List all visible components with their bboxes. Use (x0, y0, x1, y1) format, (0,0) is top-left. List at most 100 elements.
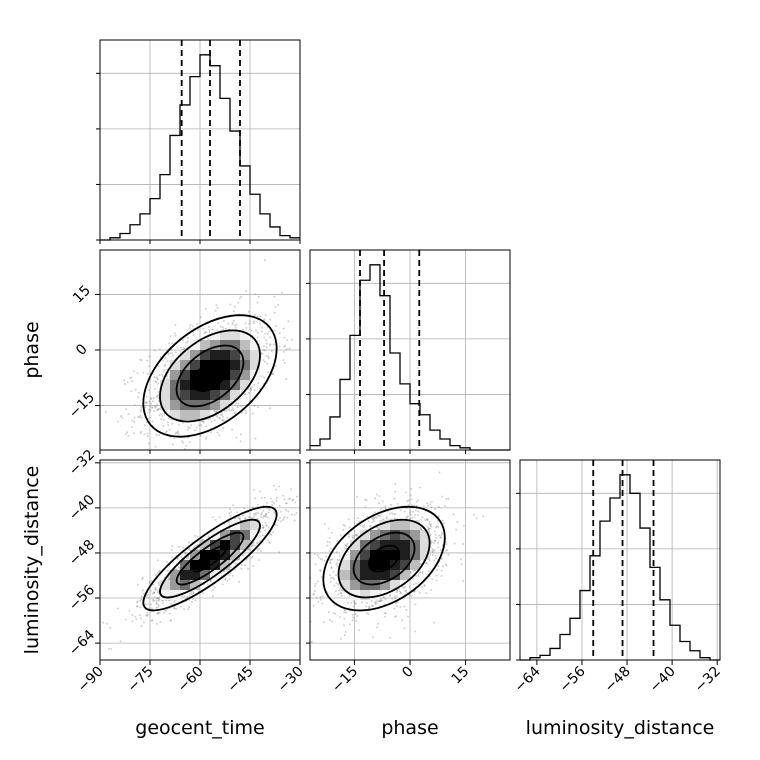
scatter-point (433, 621, 436, 624)
scatter-point (130, 376, 133, 379)
scatter-point (445, 549, 447, 552)
scatter-point (158, 407, 160, 410)
scatter-point (432, 541, 435, 544)
scatter-point (247, 567, 250, 570)
scatter-point (340, 594, 343, 597)
scatter-point (231, 321, 234, 324)
scatter-point (156, 378, 159, 381)
scatter-point (170, 548, 173, 551)
density-cell (210, 360, 220, 370)
scatter-point (414, 603, 417, 606)
y-axis-label-phase: phase (21, 321, 43, 378)
scatter-point (155, 434, 158, 436)
scatter-point (139, 414, 142, 417)
scatter-point (257, 295, 260, 298)
scatter-point (253, 313, 256, 316)
scatter-point (158, 612, 161, 614)
scatter-point (437, 515, 440, 518)
scatter-point (250, 556, 253, 559)
scatter-point (188, 606, 191, 609)
scatter-point (275, 488, 277, 491)
scatter-point (240, 567, 243, 570)
scatter-point (233, 319, 235, 322)
scatter-point (367, 613, 370, 616)
scatter-point (136, 605, 139, 608)
scatter-point (168, 576, 171, 579)
scatter-point (192, 334, 195, 337)
scatter-point (260, 330, 263, 333)
scatter-point (158, 348, 161, 351)
scatter-point (271, 504, 274, 506)
scatter-point (315, 596, 318, 599)
scatter-point (155, 380, 158, 383)
scatter-point (176, 431, 179, 434)
contour-geocent-time-phase-3 (142, 314, 278, 438)
density-cell (230, 530, 240, 540)
scatter-point (407, 504, 410, 507)
scatter-point (184, 551, 186, 554)
scatter-point (433, 559, 436, 562)
scatter-point (125, 432, 128, 435)
scatter-point (330, 566, 333, 569)
scatter-point (155, 606, 158, 609)
scatter-point (221, 419, 224, 422)
scatter-point (382, 596, 385, 599)
scatter-point (140, 416, 143, 419)
scatter-point (440, 575, 443, 577)
scatter-point (254, 293, 257, 295)
scatter-point (141, 576, 144, 579)
scatter-point (268, 507, 271, 510)
scatter-point (267, 526, 270, 529)
scatter-point (445, 543, 448, 546)
scatter-point (205, 331, 207, 334)
scatter-point (322, 621, 325, 624)
scatter-point (439, 536, 442, 539)
scatter-point (148, 581, 151, 584)
scatter-point (378, 514, 381, 517)
scatter-point (158, 434, 161, 436)
scatter-point (157, 599, 160, 602)
scatter-point (187, 541, 190, 544)
scatter-point (161, 414, 164, 417)
scatter-point (146, 432, 149, 435)
scatter-point (409, 510, 412, 513)
scatter-point (214, 518, 217, 521)
scatter-point (241, 411, 244, 414)
scatter-point (256, 331, 259, 334)
scatter-point (452, 513, 455, 516)
scatter-point (395, 594, 398, 597)
scatter-point (137, 416, 140, 418)
scatter-point (241, 554, 244, 557)
scatter-point (396, 605, 398, 608)
scatter-point (415, 500, 418, 503)
scatter-point (426, 518, 429, 521)
scatter-point (119, 640, 122, 643)
scatter-point (205, 425, 208, 428)
density-cell (180, 380, 190, 390)
contour-geocent-time-luminosity-distance-0 (192, 544, 228, 573)
scatter-point (244, 322, 247, 325)
scatter-point (406, 500, 409, 503)
scatter-point (290, 488, 293, 491)
scatter-point (409, 513, 412, 516)
scatter-point (388, 512, 391, 515)
scatter-point (181, 595, 184, 598)
scatter-point (229, 566, 232, 569)
scatter-point (399, 592, 402, 595)
scatter-point (269, 318, 271, 321)
scatter-point (262, 344, 265, 347)
scatter-point (233, 412, 236, 415)
density-cell (210, 330, 220, 340)
scatter-point (269, 336, 272, 339)
scatter-point (161, 602, 164, 605)
scatter-point (403, 585, 406, 588)
scatter-point (204, 438, 207, 441)
scatter-point (140, 595, 143, 598)
scatter-point (376, 626, 379, 629)
scatter-point (384, 612, 387, 615)
scatter-point (147, 593, 150, 596)
scatter-point (282, 518, 284, 521)
scatter-point (195, 323, 198, 326)
scatter-point (419, 528, 422, 531)
density-cell (400, 560, 410, 570)
